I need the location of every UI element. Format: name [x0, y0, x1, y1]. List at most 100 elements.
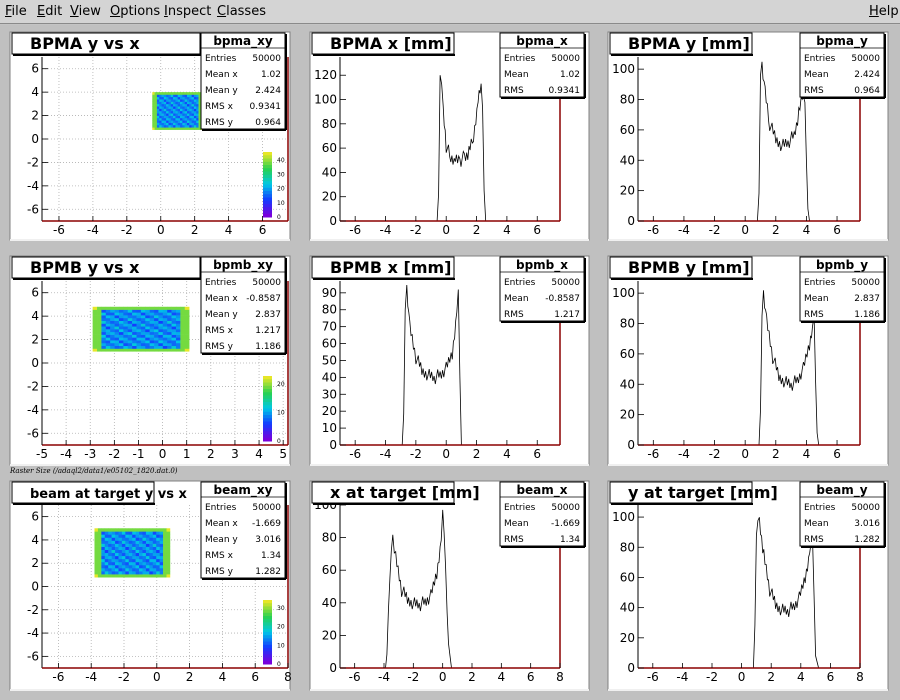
- heatmap-cell: [132, 564, 136, 569]
- x-tick-label: -4: [60, 447, 72, 461]
- heatmap-cell: [180, 345, 186, 349]
- palette-step: [263, 168, 272, 172]
- menu-help[interactable]: Help: [869, 4, 899, 19]
- heatmap-cell: [145, 320, 150, 324]
- heatmap-cell: [136, 340, 142, 344]
- palette-step: [263, 197, 272, 202]
- heatmap-cell: [162, 320, 168, 324]
- heatmap-cell: [163, 555, 167, 560]
- heatmap-cell: [189, 99, 192, 102]
- menu-inspect[interactable]: Inspect: [164, 4, 212, 19]
- heatmap-cell: [127, 348, 133, 352]
- heatmap-cell: [198, 96, 202, 100]
- heatmap-cell: [97, 326, 102, 330]
- palette-step: [263, 161, 272, 166]
- heatmap-cell: [115, 534, 119, 538]
- heatmap-cell: [145, 552, 150, 557]
- heatmap-cell: [149, 558, 154, 563]
- heatmap-cell: [156, 568, 160, 572]
- menu-view[interactable]: View: [70, 4, 101, 19]
- menu-classes[interactable]: Classes: [217, 4, 266, 19]
- heatmap-cell: [152, 552, 157, 557]
- heatmap-cell: [184, 108, 188, 112]
- heatmap-cell: [145, 342, 150, 347]
- heatmap-cell: [97, 329, 102, 333]
- heatmap-cell: [110, 348, 115, 352]
- stats-label: RMS x: [205, 326, 234, 336]
- heatmap-cell: [184, 103, 188, 107]
- stats-value: 2.837: [255, 310, 281, 320]
- heatmap-cell: [128, 534, 133, 538]
- heatmap-cell: [159, 568, 164, 572]
- heatmap-cell: [140, 337, 146, 341]
- heatmap-cell: [111, 543, 116, 547]
- palette-step: [263, 612, 272, 617]
- palette-step: [263, 408, 272, 413]
- heatmap-cell: [121, 540, 126, 544]
- heatmap-cell: [167, 315, 172, 319]
- heatmap-cell: [193, 122, 197, 126]
- heatmap-cell: [198, 92, 202, 95]
- heatmap-cell: [118, 317, 124, 321]
- y-tick-label: 60: [620, 570, 635, 584]
- stats-name: bpmb_xy: [213, 258, 273, 273]
- x-tick-label: -1: [132, 447, 144, 461]
- heatmap-cell: [152, 555, 157, 560]
- heatmap-cell: [166, 543, 171, 547]
- heatmap-cell: [163, 103, 167, 107]
- heatmap-cell: [162, 326, 168, 330]
- heatmap-cell: [139, 537, 143, 541]
- heatmap-cell: [189, 115, 192, 119]
- stats-value: -1.669: [252, 519, 281, 529]
- heatmap-cell: [168, 108, 172, 112]
- heatmap-cell: [115, 555, 119, 560]
- heatmap-cell: [128, 561, 133, 566]
- root-canvas[interactable]: Raster Size (/adaql2/data1/e05102_1820.d…: [0, 25, 900, 700]
- heatmap-cell: [142, 555, 147, 560]
- heatmap-cell: [163, 537, 167, 541]
- heatmap-cell: [92, 309, 98, 313]
- heatmap-cell: [135, 552, 140, 557]
- heatmap-cell: [101, 312, 107, 316]
- palette-step: [263, 635, 272, 639]
- heatmap-cell: [161, 96, 165, 100]
- heatmap-cell: [163, 528, 167, 532]
- heatmap-cell: [104, 528, 109, 532]
- y-tick-label: 20: [322, 404, 337, 418]
- heatmap-cell: [158, 320, 164, 324]
- heatmap-cell: [121, 531, 126, 535]
- menu-edit[interactable]: Edit: [37, 4, 63, 19]
- heatmap-cell: [167, 306, 172, 310]
- x-tick-label: 6: [251, 670, 259, 684]
- heatmap-cell: [145, 340, 150, 344]
- heatmap-cell: [182, 115, 185, 119]
- heatmap-cell: [135, 561, 140, 566]
- heatmap-cell: [104, 546, 109, 550]
- heatmap-cell: [175, 106, 179, 109]
- y-tick-label: 60: [620, 347, 635, 361]
- heatmap-cell: [111, 571, 116, 575]
- heatmap-cell: [162, 317, 168, 321]
- menu-file[interactable]: File: [5, 4, 27, 19]
- heatmap-cell: [175, 340, 181, 344]
- heatmap-cell: [189, 106, 192, 109]
- heatmap-cell: [97, 315, 102, 319]
- heatmap-cell: [149, 342, 155, 347]
- heatmap-cell: [104, 558, 109, 563]
- heatmap-cell: [139, 564, 143, 569]
- heatmap-cell: [128, 552, 133, 557]
- heatmap-cell: [156, 574, 160, 578]
- heatmap-cell: [108, 568, 112, 572]
- pad-beam_xy: 30 20 10 0 -6 -4 -2 0 2 4 6 8 -6 -4 -2 0 2 4 6 beam at targ…: [9, 480, 292, 691]
- heatmap-cell: [145, 528, 150, 532]
- x-tick-label: 6: [259, 223, 267, 237]
- heatmap-cell: [108, 546, 112, 550]
- heatmap-cell: [114, 323, 120, 327]
- heatmap-cell: [145, 531, 150, 535]
- heatmap-cell: [132, 337, 137, 341]
- heatmap-cell: [166, 528, 171, 532]
- stats-label: Entries: [804, 503, 836, 513]
- menu-options[interactable]: Options: [110, 4, 161, 19]
- heatmap-cell: [166, 558, 171, 563]
